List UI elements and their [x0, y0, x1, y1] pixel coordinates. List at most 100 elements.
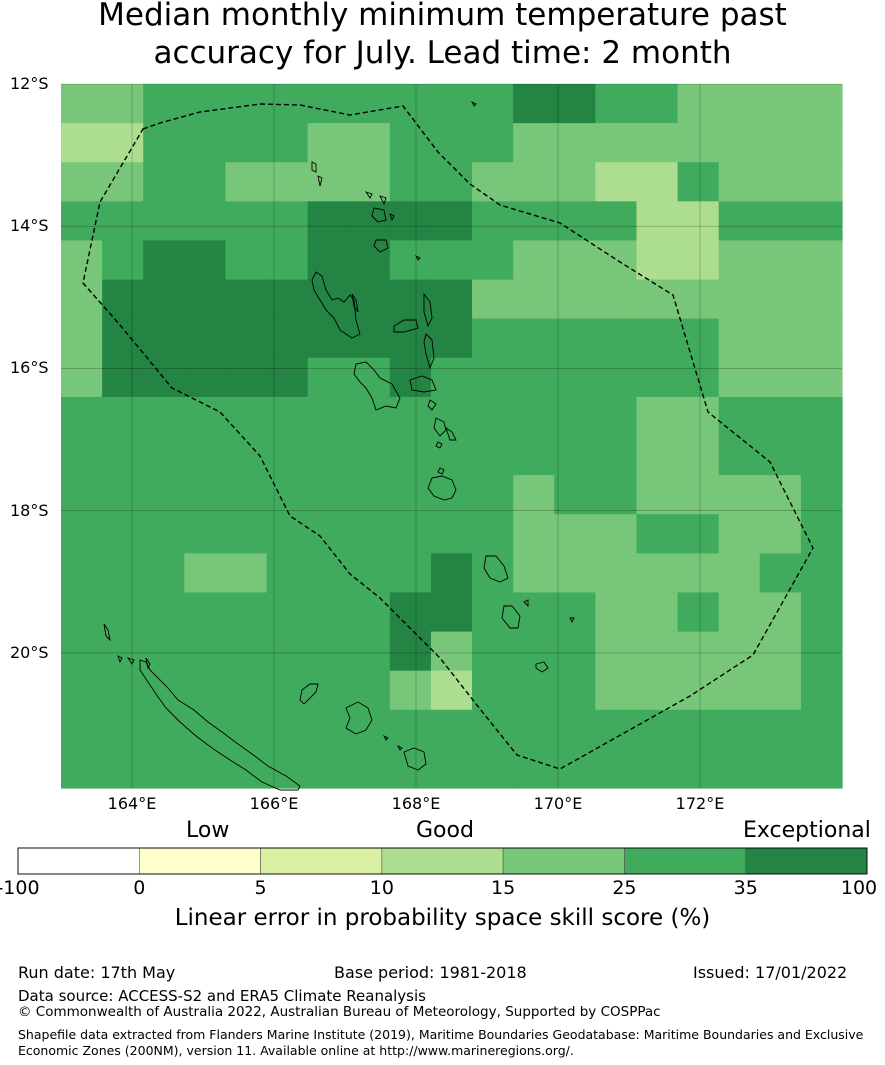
skill-cell [759, 631, 802, 672]
skill-cell [348, 709, 391, 750]
malo-island [351, 293, 359, 313]
eez-boundary [82, 103, 814, 770]
emae-islet [437, 467, 445, 475]
skill-cell [143, 592, 185, 633]
skill-cell [266, 631, 309, 672]
skill-cell [513, 514, 555, 554]
tiga-islet [382, 734, 389, 741]
skill-cell [225, 318, 268, 359]
skill-cell [800, 436, 843, 476]
longitude-label: 164°E [107, 794, 157, 813]
base-period: Base period: 1981-2018 [334, 963, 527, 982]
skill-cell [307, 514, 350, 554]
skill-cell [677, 279, 720, 320]
skill-cell [430, 748, 473, 789]
pentecost-island [423, 333, 435, 370]
skill-cell [554, 709, 596, 750]
skill-cell [307, 475, 350, 515]
skill-cell [554, 670, 596, 711]
skill-cell [759, 553, 802, 594]
skill-cell [266, 670, 309, 711]
skill-cell [184, 670, 227, 711]
skill-cell [554, 592, 596, 633]
colorbar-tick-label: 15 [491, 877, 516, 899]
skill-cell [102, 436, 144, 476]
skill-cell [102, 631, 144, 672]
skill-cell [595, 162, 638, 202]
skill-cell [389, 553, 432, 594]
skill-cell [61, 123, 103, 163]
skill-cell [513, 123, 555, 163]
skill-cell [554, 123, 596, 163]
colorbar-tick-label: -100 [0, 877, 40, 899]
skill-cell [759, 162, 802, 202]
shapefile-credit-line-2: Economic Zones (200NM), version 11. Avai… [18, 1043, 574, 1058]
skill-cell [102, 357, 144, 398]
skill-cell [348, 475, 391, 515]
colorbar-frame [17, 847, 868, 875]
skill-cell [513, 162, 555, 202]
skill-cell [430, 553, 473, 594]
skill-cell [225, 631, 268, 672]
skill-cell [225, 709, 268, 750]
skill-cell [677, 475, 720, 515]
skill-cell [472, 553, 514, 594]
skill-cell [225, 396, 268, 437]
skill-cell [389, 748, 432, 789]
skill-cell [677, 357, 720, 398]
skill-cell [348, 357, 391, 398]
skill-cell [225, 592, 268, 633]
skill-cell [677, 123, 720, 163]
skill-cell [184, 84, 227, 124]
skill-cell [595, 396, 638, 437]
skill-cell [430, 670, 473, 711]
skill-cell [513, 84, 555, 124]
skill-cell [759, 318, 802, 359]
skill-cell [266, 279, 309, 320]
skill-cell [307, 279, 350, 320]
skill-cell [759, 201, 802, 242]
skill-cell [389, 162, 432, 202]
skill-cell [61, 475, 103, 515]
skill-cell [636, 162, 679, 202]
skill-cell [389, 123, 432, 163]
title-line-1: Median monthly minimum temperature past [98, 0, 787, 33]
skill-cell [472, 84, 514, 124]
skill-cell [554, 396, 596, 437]
skill-cell [800, 670, 843, 711]
skill-cell [348, 592, 391, 633]
skill-cell [143, 396, 185, 437]
skill-cell [307, 318, 350, 359]
skill-cell [61, 514, 103, 554]
skill-cell [307, 631, 350, 672]
skill-cell [225, 514, 268, 554]
skill-cell [718, 357, 761, 398]
skill-cell [430, 240, 473, 281]
issued-date: Issued: 17/01/2022 [693, 963, 848, 982]
skill-cell [554, 162, 596, 202]
skill-cell [143, 670, 185, 711]
skill-cell [430, 123, 473, 163]
skill-cell [307, 162, 350, 202]
skill-cell [430, 514, 473, 554]
colorbar-segment [745, 847, 868, 875]
skill-cell [636, 123, 679, 163]
shapefile-credit-line-1: Shapefile data extracted from Flanders M… [18, 1027, 864, 1042]
skill-cell [636, 709, 679, 750]
small-islet-a [435, 441, 443, 449]
skill-cell [759, 670, 802, 711]
latitude-label: 16°S [10, 358, 49, 378]
skill-cell [800, 357, 843, 398]
skill-cell [61, 553, 103, 594]
latitude-label: 12°S [10, 74, 49, 93]
skill-cell [61, 592, 103, 633]
skill-cell [266, 123, 309, 163]
skill-cell [636, 592, 679, 633]
skill-cell [718, 709, 761, 750]
skill-cell [636, 396, 679, 437]
skill-cell [184, 357, 227, 398]
skill-cell [143, 162, 185, 202]
colorbar-segment [260, 847, 383, 875]
skill-cell [513, 475, 555, 515]
skill-cell [718, 670, 761, 711]
